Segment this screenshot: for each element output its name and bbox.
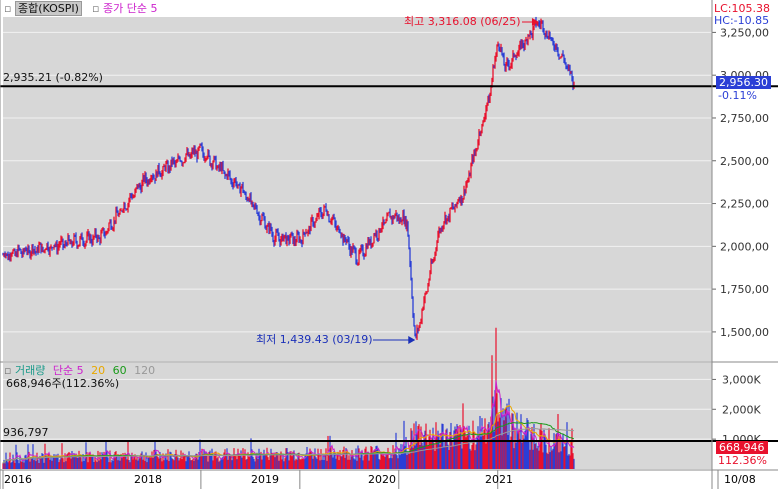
price-tick-label: 1,500,00 <box>720 326 769 339</box>
current-change-tag: -0.11% <box>718 88 757 102</box>
ma-checkbox[interactable]: ▫ <box>92 2 100 15</box>
price-candles <box>2 16 575 340</box>
lc-indicator: LC:105.38 <box>714 2 771 15</box>
volume-change-tag: 112.36% <box>718 454 767 468</box>
current-volume-tag: 668,946 <box>716 441 768 455</box>
volume-subtitle: 668,946주(112.36%) <box>6 377 120 390</box>
ma-label: 종가 단순 5 <box>102 2 158 15</box>
price-tick-label: 2,500,00 <box>720 155 769 168</box>
volume-ma-line <box>2 380 575 464</box>
ma-legend[interactable]: ▫ 종가 단순 5 <box>92 2 157 15</box>
price-tick-label: 2,000,00 <box>720 240 769 253</box>
volume-ma-120: 120 <box>134 364 156 377</box>
volume-checkbox[interactable]: ▫ <box>4 364 12 377</box>
volume-gridlines <box>3 378 712 440</box>
high-annotation: 최고 3,316.08 (06/25) <box>404 15 521 28</box>
chart-title-box[interactable]: ▫ 종합(KOSPI) <box>4 1 82 16</box>
price-tick-label: 3,250,00 <box>720 26 769 39</box>
current-price-tag: 2,956.30 <box>716 75 771 89</box>
price-panel[interactable] <box>3 17 712 361</box>
x-axis-ticks <box>2 470 719 489</box>
price-tick-label: 2,750,00 <box>720 112 769 125</box>
volume-bars <box>2 327 575 469</box>
x-label-0: 2016 <box>4 473 32 486</box>
volume-tick-label: 3,000K <box>722 373 761 386</box>
high-arrow-head <box>531 18 539 26</box>
x-label-3: 2020 <box>368 473 396 486</box>
price-y-axis: 1,500,00 1,750,00 2,000,00 2,250,00 2,500,00… <box>712 26 769 339</box>
price-tick-label: 1,750,00 <box>720 283 769 296</box>
price-gridlines <box>3 31 712 333</box>
x-label-2: 2019 <box>251 473 279 486</box>
volume-ma-60: 60 <box>112 364 127 377</box>
volume-ma-label: 단순 <box>52 364 74 377</box>
volume-legend[interactable]: ▫ 거래량 단순 5 20 60 120 <box>4 364 155 377</box>
chart-title: 종합(KOSPI) <box>14 1 82 16</box>
x-label-5: 10/08 <box>724 473 756 486</box>
volume-title: 거래량 <box>14 364 46 377</box>
x-label-1: 2018 <box>134 473 162 486</box>
title-checkbox[interactable]: ▫ <box>4 2 12 15</box>
annotation-arrows <box>373 18 539 344</box>
volume-ma-20: 20 <box>91 364 106 377</box>
volume-reference-label: 936,797 <box>3 426 49 440</box>
volume-ma-5: 5 <box>76 364 84 377</box>
price-tick-label: 2,250,00 <box>720 198 769 211</box>
x-label-4: 2021 <box>485 473 513 486</box>
low-arrow-head <box>408 336 416 344</box>
hc-indicator: HC:-10.85 <box>714 14 770 27</box>
volume-tick-label: 2,000K <box>722 403 761 416</box>
low-annotation: 최저 1,439.43 (03/19) <box>256 333 373 346</box>
price-reference-label: 2,935.21 (-0.82%) <box>3 71 103 85</box>
